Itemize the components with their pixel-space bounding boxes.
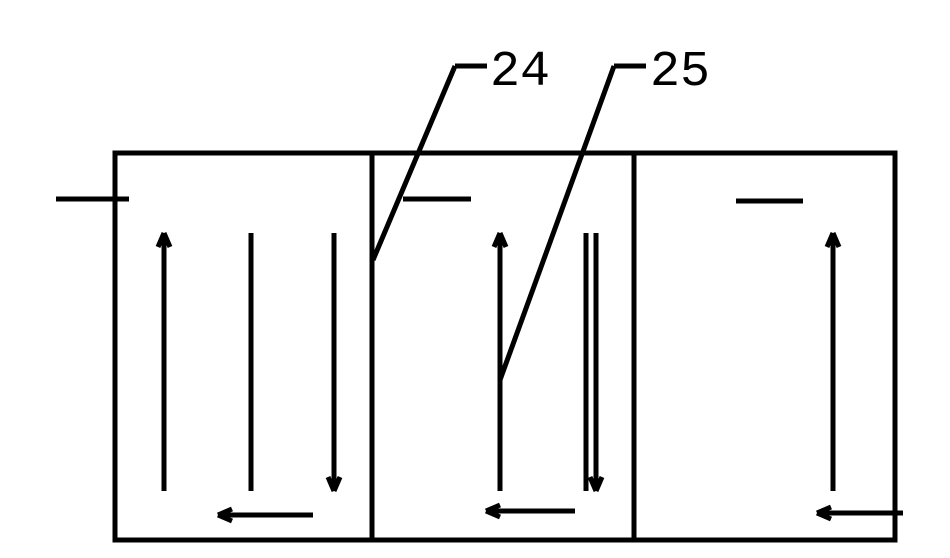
callout-0-label: 24 — [490, 44, 550, 101]
diagram-svg: 24 25 — [0, 0, 950, 558]
diagram-root: 24 25 — [0, 0, 950, 558]
arrow-down-1 — [590, 233, 602, 491]
arrow-left-2 — [817, 507, 903, 519]
arrow-up-0 — [158, 233, 170, 491]
arrow-up-2 — [827, 233, 839, 491]
arrow-left-1 — [486, 505, 575, 517]
arrow-left-0 — [218, 509, 313, 521]
callout-1-label: 25 — [650, 44, 710, 101]
callout-0-leader — [373, 66, 455, 260]
arrow-down-0 — [328, 233, 340, 491]
outer-box — [115, 153, 895, 540]
